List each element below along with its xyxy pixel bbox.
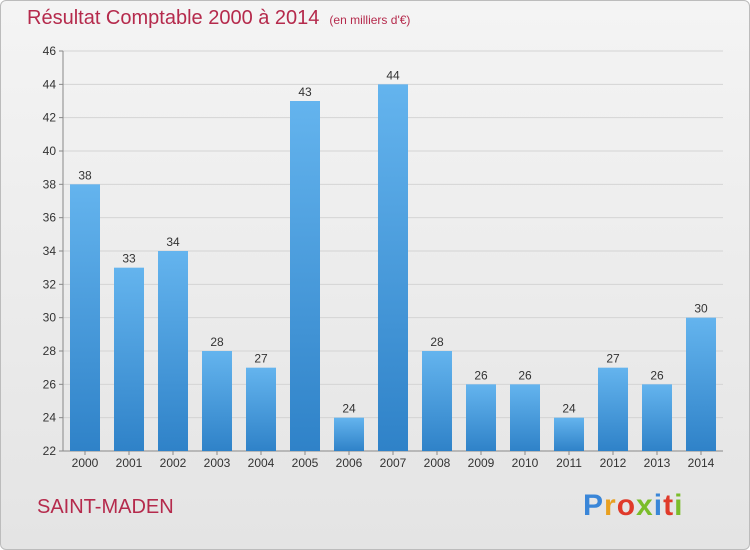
bar-2009 [466, 384, 496, 451]
bar-2014 [686, 317, 716, 451]
bar-2001 [114, 267, 144, 451]
data-label-2008: 28 [430, 335, 444, 349]
data-label-2010: 26 [518, 368, 532, 382]
logo-letter: t [663, 489, 675, 522]
data-label-2013: 26 [650, 368, 664, 382]
bar-2010 [510, 384, 540, 451]
y-tick-label: 42 [43, 111, 57, 125]
x-tick-label-2009: 2009 [468, 456, 495, 470]
x-tick-label-2003: 2003 [204, 456, 231, 470]
label-layer: 38 33 34 28 27 43 24 44 28 26 26 24 27 26 30 [78, 68, 708, 415]
logo-letter: P [583, 489, 605, 522]
bar-2000 [70, 184, 100, 452]
y-tick-label: 30 [43, 311, 57, 325]
x-tick-label-2002: 2002 [160, 456, 187, 470]
bar-2012 [598, 367, 628, 451]
x-tick-label-2014: 2014 [688, 456, 715, 470]
x-tick-label-2008: 2008 [424, 456, 451, 470]
data-label-2012: 27 [606, 352, 620, 366]
x-tick-label-2013: 2013 [644, 456, 671, 470]
y-tick-label: 44 [43, 77, 57, 91]
y-tick-label: 36 [43, 211, 57, 225]
bar-2004 [246, 367, 276, 451]
place-name: SAINT-MADEN [37, 496, 174, 518]
bar-2011 [554, 417, 584, 451]
bar-2008 [422, 351, 452, 451]
y-tick-label: 38 [43, 177, 57, 191]
data-label-2002: 34 [166, 235, 180, 249]
bar-2002 [158, 251, 188, 451]
data-label-2005: 43 [298, 85, 312, 99]
x-tick-label-2005: 2005 [292, 456, 319, 470]
y-tick-label: 22 [43, 444, 57, 458]
logo-letter: x [636, 489, 654, 522]
y-tick-label: 28 [43, 344, 57, 358]
logo-letter: i [653, 489, 664, 522]
data-label-2006: 24 [342, 402, 356, 416]
data-label-2000: 38 [78, 168, 92, 182]
bar-2007 [378, 84, 408, 451]
bar-2005 [290, 101, 320, 451]
x-tick-label-2000: 2000 [72, 456, 99, 470]
x-tick-label-2012: 2012 [600, 456, 627, 470]
y-tick-label: 32 [43, 277, 57, 291]
x-tick-label-2006: 2006 [336, 456, 363, 470]
data-label-2007: 44 [386, 68, 400, 82]
data-label-2004: 27 [254, 352, 268, 366]
data-label-2003: 28 [210, 335, 224, 349]
x-tick-label-2011: 2011 [556, 456, 582, 470]
data-label-2014: 30 [694, 302, 708, 316]
axis-layer: 22 24 26 28 30 32 34 36 38 40 42 44 46 2000 2001 2002 20… [43, 44, 723, 470]
chart-title: Résultat Comptable 2000 à 2014 (en millie… [27, 7, 410, 30]
logo-letter: r [604, 489, 617, 522]
bar-2013 [642, 384, 672, 451]
bar-2003 [202, 351, 232, 451]
chart-subtitle: (en milliers d'€) [329, 13, 411, 27]
x-tick-label-2010: 2010 [512, 456, 539, 470]
x-tick-label-2004: 2004 [248, 456, 275, 470]
y-tick-label: 24 [43, 411, 57, 425]
x-tick-label-2001: 2001 [116, 456, 143, 470]
data-label-2001: 33 [122, 252, 136, 266]
y-tick-label: 46 [43, 44, 57, 58]
x-tick-label-2007: 2007 [380, 456, 407, 470]
data-label-2011: 24 [562, 402, 576, 416]
y-tick-label: 34 [43, 244, 57, 258]
bar-layer [70, 84, 716, 452]
data-label-2009: 26 [474, 368, 488, 382]
y-tick-label: 40 [43, 144, 57, 158]
proxiti-logo[interactable]: Proxiti [583, 489, 683, 523]
y-tick-label: 26 [43, 377, 57, 391]
bar-2006 [334, 417, 364, 451]
logo-letter: o [616, 489, 637, 522]
logo-letter: i [674, 489, 684, 522]
chart-title-text: Résultat Comptable 2000 à 2014 [27, 7, 320, 29]
